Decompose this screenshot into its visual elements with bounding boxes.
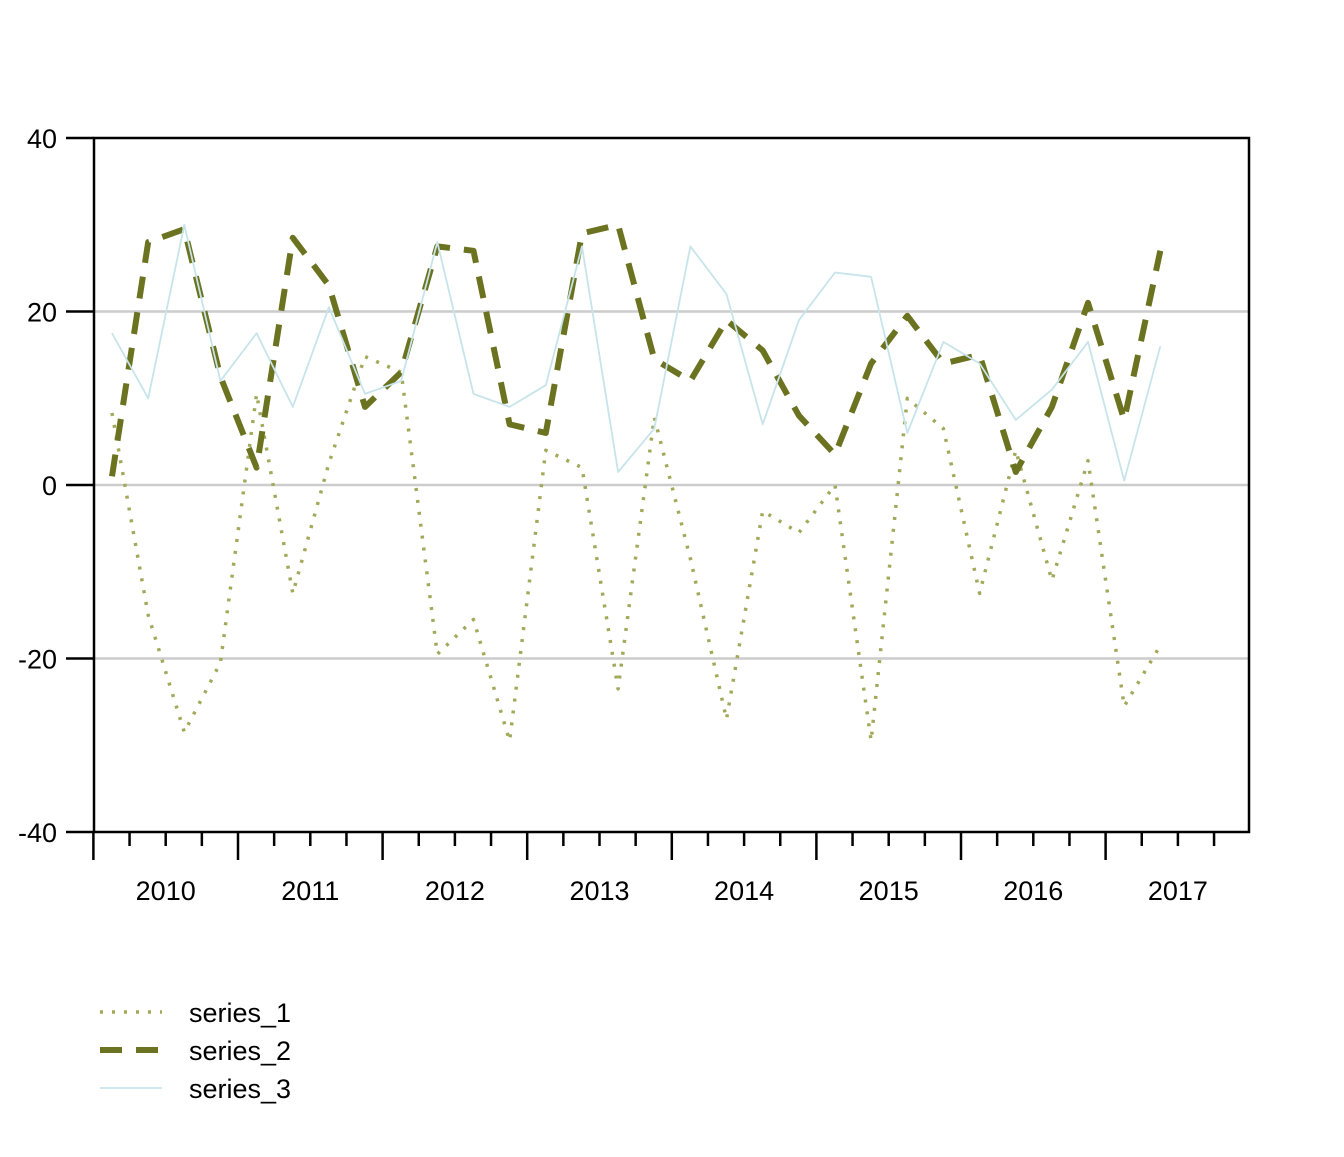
- y-tick-label: 0: [42, 471, 57, 501]
- series-layer: [109, 221, 1164, 743]
- x-tick-label: 2012: [425, 876, 485, 906]
- x-tick-label: 2017: [1148, 876, 1208, 906]
- y-tick-label: 40: [27, 124, 57, 154]
- series-line-series_3: [111, 223, 1162, 482]
- legend-label-series_2: series_2: [189, 1036, 291, 1066]
- axes-layer: -40 -20 0 20 40 2010 2011 2012 2013 2014 2015 2016 2…: [18, 124, 1251, 906]
- y-tick-label: 20: [27, 298, 57, 328]
- legend-label-series_1: series_1: [189, 998, 291, 1028]
- x-tick-label: 2011: [281, 876, 339, 906]
- series-line-series_1: [110, 354, 1162, 743]
- legend-label-series_3: series_3: [189, 1074, 291, 1104]
- x-tick-label: 2016: [1003, 876, 1063, 906]
- x-tick-label: 2010: [136, 876, 196, 906]
- grid-layer: [94, 310, 1249, 660]
- legend: series_1 series_2 series_3: [100, 998, 291, 1104]
- x-tick-label: 2013: [569, 876, 629, 906]
- y-tick-label: -20: [18, 645, 57, 675]
- x-tick-label: 2014: [714, 876, 774, 906]
- series-line-series_2: [109, 221, 1164, 477]
- y-tick-label: -40: [18, 818, 57, 848]
- x-tick-label: 2015: [859, 876, 919, 906]
